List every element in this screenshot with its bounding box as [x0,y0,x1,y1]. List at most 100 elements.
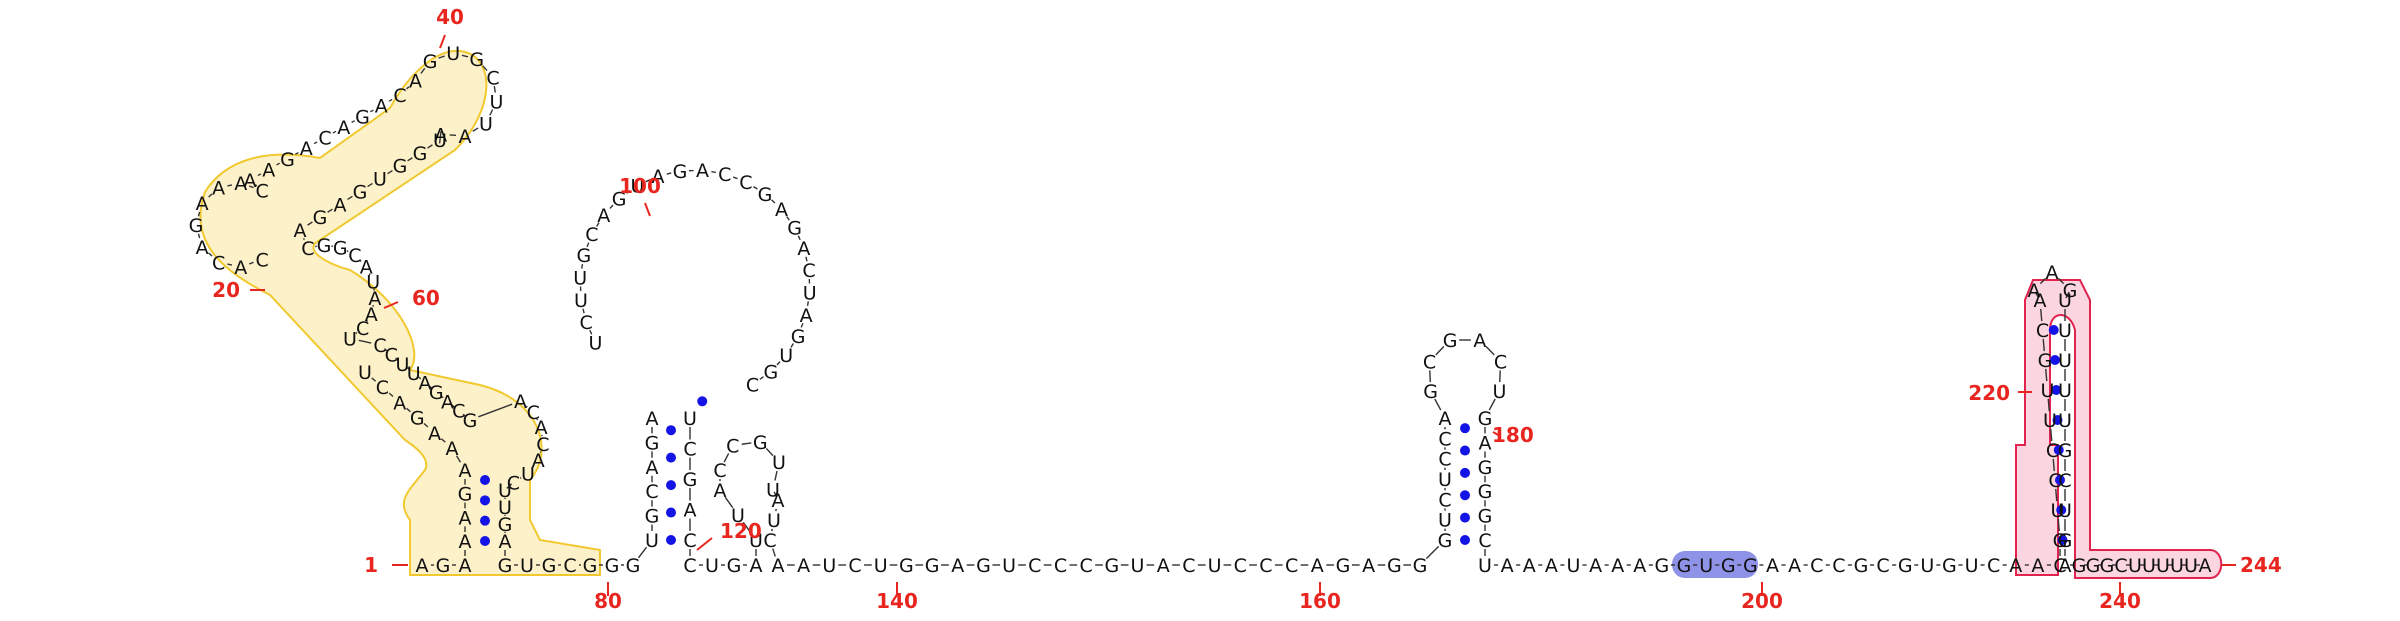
backbone-segment [2057,518,2060,532]
nucleotide: G [542,555,557,577]
nucleotide: C [1259,555,1272,577]
backbone-segment [406,407,411,413]
backbone-segment [387,169,393,175]
nucleotide: U [749,530,763,552]
nucleotide: G [1677,555,1692,577]
base-pair-dot [666,425,676,436]
base-pair-dot [1460,445,1470,456]
nucleotide: A [1479,432,1492,454]
yellow-domain-highlight [199,49,601,576]
position-tick-180 [1492,431,1501,437]
nucleotide: C [713,460,726,482]
nucleotide: A [2031,555,2044,577]
nucleotide: U [520,555,534,577]
nucleotide: C [1987,555,2000,577]
nucleotide: A [1501,555,1514,577]
position-label-100: 100 [619,174,661,198]
nucleotide: G [1104,555,1119,577]
nucleotide: C [1478,530,1491,552]
nucleotide: C [318,128,331,150]
nucleotide: U [366,272,380,294]
nucleotide: A [1523,555,1536,577]
base-pair-dot [1460,423,1470,434]
nucleotide: G [605,555,620,577]
nucleotide: A [441,391,454,413]
nucleotide: G [925,555,940,577]
backbone-segment [2045,368,2048,382]
backbone-segment [489,109,494,116]
nucleotide: C [1832,555,1845,577]
nucleotide: C [2053,555,2066,577]
nucleotide: A [772,490,785,512]
backbone-segment [478,403,513,418]
nucleotide: C [848,555,861,577]
nucleotide: U [767,510,781,532]
nucleotide: A [532,450,545,472]
nucleotide: A [2199,555,2212,577]
nucleotide: A [360,257,373,279]
nucleotide: G [393,156,408,178]
backbone-segment [637,546,648,559]
nucleotide: C [1876,555,1889,577]
backbone-segment [355,332,358,335]
nucleotide: G [577,245,592,267]
nucleotide: A [646,408,659,430]
nucleotide: C [1080,555,1093,577]
nucleotide: C [452,401,465,423]
backbone-segment [776,361,781,366]
nucleotide: A [337,117,350,139]
nucleotide: U [588,333,602,355]
nucleotide: G [436,555,451,577]
nucleotide: U [2156,555,2170,577]
nucleotide: A [458,126,471,148]
nucleotide: G [280,149,295,171]
nucleotide: U [2142,555,2156,577]
nucleotide: C [255,249,268,271]
backbone-segment [2039,277,2047,285]
backbone-segment [724,496,734,509]
backbone-segment [197,233,201,239]
nucleotide: A [597,205,610,227]
nucleotide: C [2048,470,2061,492]
base-pair-dot [480,495,490,506]
backbone-segment [388,392,394,398]
backbone-segment [582,308,585,314]
backbone-segment [276,162,281,166]
backbone-segment [519,477,522,479]
backbone-segment [438,130,442,144]
nucleotide: U [2051,500,2065,522]
backbone-segment [1485,346,1495,356]
nucleotide: C [1054,555,1067,577]
base-pair-dot [480,515,490,526]
base-pair-dot [1460,535,1470,545]
backbone-segment [2040,308,2043,322]
backbone-segment [472,127,479,132]
nucleotide: G [410,408,425,430]
nucleotide: C [726,435,739,457]
backbone-segment [2050,428,2053,442]
nucleotide: G [353,181,368,203]
backbone-segment [351,120,356,124]
nucleotide: G [612,189,627,211]
backbone-segment [227,263,233,266]
nucleotide: C [527,402,540,424]
nucleotide: A [262,159,275,181]
base-pair-dot [1460,467,1470,478]
backbone-segment [227,184,233,187]
backbone-segment [249,261,254,265]
backbone-segment [806,301,809,306]
nucleotide: U [498,497,512,519]
nucleotide: U [446,43,460,65]
nucleotide: U [498,480,512,502]
nucleotide: U [373,169,387,191]
backbone-segment [1435,346,1445,356]
nucleotide: U [479,113,493,135]
nucleotide: G [317,235,332,257]
nucleotide: C [385,344,398,366]
nucleotide: A [2009,555,2022,577]
backbone-segment [759,376,764,380]
nucleotide: U [2058,350,2072,372]
backbone-segment [609,204,614,209]
base-pair-dot [1460,490,1470,501]
